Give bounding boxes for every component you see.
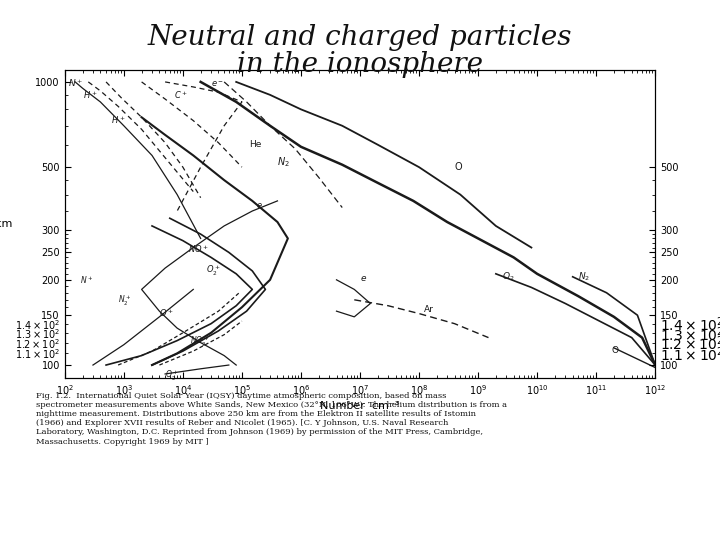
Text: $e$: $e$ — [256, 200, 262, 210]
Text: $O^+$: $O^+$ — [159, 307, 174, 319]
Text: Fig. 1.2.  International Quiet Solar Year (IQSY) daytime atmospheric composition: Fig. 1.2. International Quiet Solar Year… — [36, 392, 507, 446]
Text: O: O — [454, 161, 462, 172]
Text: $NO^+$: $NO^+$ — [187, 244, 209, 255]
Text: He: He — [248, 140, 261, 149]
Text: $NO_2^+$: $NO_2^+$ — [189, 335, 209, 349]
Text: $H^+$: $H^+$ — [83, 89, 97, 101]
Text: $O_2^+$: $O_2^+$ — [207, 264, 221, 278]
Text: $N_2$: $N_2$ — [578, 271, 590, 284]
Text: O: O — [611, 346, 618, 355]
Text: $e^-$: $e^-$ — [211, 79, 224, 89]
Text: Ar: Ar — [423, 305, 433, 314]
Y-axis label: km: km — [0, 219, 12, 229]
Text: $O_2$: $O_2$ — [502, 271, 514, 284]
Text: $N_2$: $N_2$ — [277, 155, 290, 168]
X-axis label: Number  cm⁻³: Number cm⁻³ — [320, 401, 400, 411]
Text: $N^+$: $N^+$ — [68, 77, 84, 89]
Text: $N^+$: $N^+$ — [80, 274, 94, 286]
Text: $N_2^+$: $N_2^+$ — [118, 294, 132, 308]
Text: $O_2^+$: $O_2^+$ — [165, 368, 179, 382]
Text: Neutral and charged particles: Neutral and charged particles — [148, 24, 572, 51]
Text: $H^+$: $H^+$ — [111, 114, 125, 126]
Text: $e$: $e$ — [360, 274, 367, 283]
Text: $C^+$: $C^+$ — [174, 89, 188, 101]
Text: in the ionosphere: in the ionosphere — [237, 51, 483, 78]
